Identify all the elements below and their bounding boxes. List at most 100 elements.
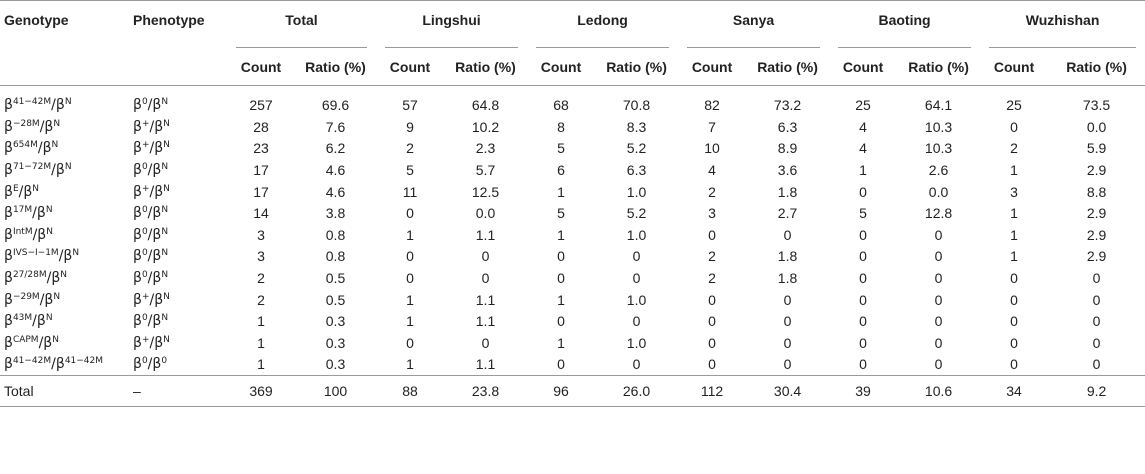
ratio-cell: 0.5 bbox=[325, 269, 346, 286]
ratio-cell: 0 bbox=[783, 291, 792, 308]
phenotype-header: Phenotype bbox=[133, 12, 205, 28]
ratio-cell: 2.6 bbox=[928, 161, 949, 178]
ratio-header: Ratio (%) bbox=[444, 48, 528, 86]
group-header-sanya: Sanya bbox=[678, 1, 829, 48]
group-header-total: Total bbox=[227, 1, 376, 48]
ratio-cell: 1.0 bbox=[626, 291, 647, 308]
genotype-cell: β27/28M/βN bbox=[4, 269, 68, 286]
count-cell: 1 bbox=[257, 313, 265, 330]
count-cell: 2 bbox=[257, 291, 265, 308]
count-cell: 0 bbox=[1010, 291, 1018, 308]
group-header-wuzhishan: Wuzhishan bbox=[980, 1, 1145, 48]
count-cell: 3 bbox=[257, 226, 265, 243]
phenotype-cell: β+/βN bbox=[133, 140, 170, 157]
genotype-cell: β−29M/βN bbox=[4, 291, 61, 308]
table-row: βIVS−I−1M/βN β0/βN 3 0.8 0 0 0 0 2 1.8 0 0 1 2.9 bbox=[0, 246, 1145, 268]
count-cell: 8 bbox=[557, 118, 565, 135]
count-header: Count bbox=[527, 48, 596, 86]
genotype-cell: β41−42M/βN bbox=[4, 97, 72, 113]
genotype-cell: β654M/βN bbox=[4, 140, 59, 157]
group-header-ledong: Ledong bbox=[527, 1, 678, 48]
ratio-cell: 12.5 bbox=[471, 183, 500, 200]
genotype-cell: βIntM/βN bbox=[4, 226, 53, 243]
count-cell: 1 bbox=[406, 313, 414, 330]
count-cell: 0 bbox=[859, 248, 867, 265]
count-cell: 5 bbox=[557, 205, 565, 222]
ratio-cell: 73.2 bbox=[773, 97, 802, 113]
total-count-cell: 369 bbox=[227, 375, 295, 408]
total-ratio-cell: 100 bbox=[295, 375, 376, 408]
phenotype-cell: β0/β0 bbox=[133, 356, 168, 373]
table-row: βIntM/βN β0/βN 3 0.8 1 1.1 1 1.0 0 0 0 0 1 2.9 bbox=[0, 224, 1145, 246]
ratio-cell: 0 bbox=[632, 269, 641, 286]
count-cell: 0 bbox=[859, 334, 867, 351]
ratio-cell: 2.9 bbox=[1086, 226, 1107, 243]
count-cell: 1 bbox=[406, 356, 414, 373]
ratio-cell: 0 bbox=[783, 356, 792, 373]
table-row: β−28M/βN β+/βN 28 7.6 9 10.2 8 8.3 7 6.3 4 10.3 0 0.0 bbox=[0, 116, 1145, 138]
phenotype-cell: β+/βN bbox=[133, 118, 170, 135]
genotype-cell: β71−72M/βN bbox=[4, 161, 72, 178]
ratio-cell: 1.1 bbox=[475, 226, 496, 243]
count-cell: 1 bbox=[1010, 226, 1018, 243]
count-cell: 0 bbox=[406, 334, 414, 351]
ratio-cell: 0.3 bbox=[325, 313, 346, 330]
count-header: Count bbox=[376, 48, 444, 86]
ratio-cell: 1.8 bbox=[777, 248, 798, 265]
subheader-row: Count Ratio (%) Count Ratio (%) Count Ra… bbox=[0, 48, 1145, 86]
ratio-cell: 0 bbox=[934, 248, 943, 265]
ratio-cell: 73.5 bbox=[1082, 97, 1111, 113]
total-ratio-cell: 30.4 bbox=[746, 375, 830, 408]
count-cell: 25 bbox=[855, 97, 871, 113]
ratio-cell: 0 bbox=[632, 248, 641, 265]
genotype-cell: β17M/βN bbox=[4, 205, 53, 222]
ratio-header: Ratio (%) bbox=[295, 48, 376, 86]
ratio-cell: 6.2 bbox=[325, 140, 346, 157]
count-cell: 0 bbox=[859, 269, 867, 286]
count-cell: 0 bbox=[557, 248, 565, 265]
ratio-cell: 2.7 bbox=[777, 205, 798, 222]
count-cell: 1 bbox=[1010, 205, 1018, 222]
count-cell: 0 bbox=[557, 313, 565, 330]
count-cell: 1 bbox=[557, 334, 565, 351]
ratio-cell: 0.0 bbox=[475, 205, 496, 222]
phenotype-cell: β0/βN bbox=[133, 205, 169, 222]
ratio-cell: 0 bbox=[783, 334, 792, 351]
genotype-frequency-table: Genotype Phenotype Total Lingshui Ledong… bbox=[0, 0, 1145, 408]
phenotype-cell: β0/βN bbox=[133, 161, 169, 178]
count-cell: 2 bbox=[1010, 140, 1018, 157]
table-body: β41−42M/βN β0/βN 257 69.6 57 64.8 68 70.8 82 73.2… bbox=[0, 86, 1145, 408]
count-cell: 17 bbox=[253, 161, 269, 178]
ratio-cell: 0.8 bbox=[325, 226, 346, 243]
count-cell: 0 bbox=[557, 269, 565, 286]
ratio-cell: 1.0 bbox=[626, 334, 647, 351]
count-cell: 1 bbox=[257, 356, 265, 373]
total-ratio-cell: 9.2 bbox=[1048, 375, 1145, 408]
table-row: β17M/βN β0/βN 14 3.8 0 0.0 5 5.2 3 2.7 5 12.8 1 2.9 bbox=[0, 202, 1145, 224]
ratio-cell: 10.3 bbox=[924, 118, 953, 135]
count-cell: 0 bbox=[859, 183, 867, 200]
count-header: Count bbox=[678, 48, 747, 86]
table-row: β41−42M/β41−42M β0/β0 1 0.3 1 1.1 0 0 0 0 0 0 0 0 bbox=[0, 354, 1145, 376]
count-cell: 14 bbox=[253, 205, 269, 222]
phenotype-cell: β0/βN bbox=[133, 269, 169, 286]
ratio-cell: 10.2 bbox=[471, 118, 500, 135]
count-cell: 9 bbox=[406, 118, 414, 135]
count-cell: 11 bbox=[402, 183, 418, 200]
count-header: Count bbox=[227, 48, 295, 86]
count-cell: 0 bbox=[859, 291, 867, 308]
total-count-cell: 112 bbox=[678, 375, 747, 408]
group-header-lingshui: Lingshui bbox=[376, 1, 527, 48]
ratio-cell: 69.6 bbox=[321, 97, 350, 113]
count-cell: 1 bbox=[859, 161, 867, 178]
count-cell: 0 bbox=[859, 226, 867, 243]
count-cell: 0 bbox=[708, 334, 716, 351]
ratio-cell: 0 bbox=[783, 313, 792, 330]
ratio-cell: 0 bbox=[934, 291, 943, 308]
ratio-cell: 0 bbox=[1092, 334, 1101, 351]
count-cell: 1 bbox=[557, 226, 565, 243]
total-ratio-cell: 26.0 bbox=[595, 375, 679, 408]
count-cell: 0 bbox=[406, 269, 414, 286]
group-header-row: Genotype Phenotype Total Lingshui Ledong… bbox=[0, 0, 1145, 48]
count-cell: 0 bbox=[1010, 334, 1018, 351]
